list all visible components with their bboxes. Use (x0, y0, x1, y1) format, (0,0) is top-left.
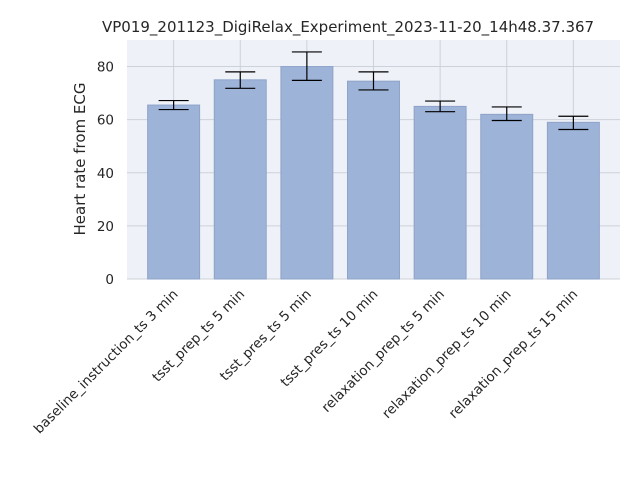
x-ticks: baseline_instruction_ts 3 mintsst_prep_t… (31, 287, 581, 438)
bars (147, 66, 600, 280)
bar (213, 79, 267, 280)
error-bar (491, 106, 522, 122)
bar (280, 66, 334, 280)
error-bar (425, 100, 456, 113)
bar (347, 80, 400, 280)
y-ticks: 0 20 40 60 80 (97, 60, 114, 288)
error-bar (225, 71, 256, 89)
error-bars (158, 51, 589, 131)
y-tick-label: 0 (105, 272, 114, 288)
error-bar (558, 115, 589, 131)
error-bar (291, 51, 322, 81)
y-tick-label: 80 (97, 60, 114, 76)
bar (480, 113, 534, 280)
x-tick-label: relaxation_prep_ts 5 min (319, 287, 448, 416)
chart-title: VP019_201123_DigiRelax_Experiment_2023-1… (102, 18, 594, 37)
bar (546, 121, 600, 280)
x-tick-label: baseline_instruction_ts 3 min (31, 287, 182, 438)
bar (147, 104, 201, 280)
y-axis-label: Heart rate from ECG (71, 82, 89, 235)
bar (413, 105, 467, 280)
error-bar (158, 99, 189, 111)
y-tick-label: 20 (97, 219, 114, 235)
x-tick-label: relaxation_prep_ts 10 min (379, 287, 514, 422)
x-tick-label: relaxation_prep_ts 15 min (446, 287, 581, 422)
error-bar (358, 71, 389, 91)
y-tick-label: 40 (97, 166, 114, 182)
y-tick-label: 60 (97, 113, 114, 129)
